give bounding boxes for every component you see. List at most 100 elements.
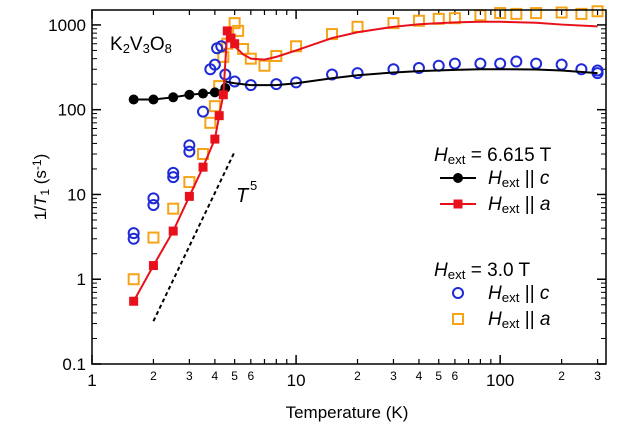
t5-guide-line xyxy=(152,151,236,322)
data-point xyxy=(351,20,364,33)
data-point xyxy=(183,176,196,189)
x-axis-label: Temperature (K) xyxy=(286,403,409,422)
data-point xyxy=(575,63,588,76)
x-minor-tick-label: 5 xyxy=(435,369,442,383)
data-point xyxy=(147,199,160,212)
data-point xyxy=(228,17,241,30)
y-label-part: T xyxy=(31,194,50,206)
legend-marker xyxy=(453,199,463,209)
compound-label: K2V3O8 xyxy=(110,34,172,56)
t5-exponent: 5 xyxy=(250,178,257,193)
data-point xyxy=(208,58,221,71)
y-tick-label: 100 xyxy=(58,101,86,120)
data-point xyxy=(204,116,217,129)
data-point xyxy=(127,227,140,240)
data-point xyxy=(530,7,543,20)
data-point xyxy=(575,7,588,20)
x-minor-tick-label: 2 xyxy=(354,369,361,383)
series-0 xyxy=(128,83,231,105)
data-point xyxy=(183,139,196,152)
data-point xyxy=(208,100,221,113)
y-label-part: 1/ xyxy=(31,206,50,220)
data-point xyxy=(209,87,220,98)
legend-entry-label: Hext || a xyxy=(488,194,551,216)
compound-label-part: O xyxy=(150,34,165,55)
data-point xyxy=(167,202,180,215)
legend-entry-label: Hext || c xyxy=(488,168,550,190)
data-point xyxy=(184,89,195,100)
compound-label-part: K xyxy=(110,34,123,55)
data-point xyxy=(510,55,523,68)
data-point xyxy=(412,14,425,27)
data-point xyxy=(351,67,364,80)
data-point xyxy=(432,59,445,72)
data-point xyxy=(232,24,245,37)
y-tick-label: 1000 xyxy=(48,16,86,35)
legend-marker xyxy=(452,287,464,299)
data-point xyxy=(214,111,224,121)
y-tick-label: 0.1 xyxy=(62,355,86,374)
data-point xyxy=(167,171,180,184)
data-point xyxy=(147,231,160,244)
x-minor-tick-label: 4 xyxy=(212,369,219,383)
legend-entry-label: Hext || a xyxy=(488,309,551,331)
y-tick-label: 10 xyxy=(67,185,86,204)
compound-label-part: V xyxy=(130,34,143,55)
legend-marker xyxy=(453,173,463,183)
compound-label-part: 3 xyxy=(143,41,150,56)
legend-marker xyxy=(452,313,464,325)
data-point xyxy=(228,75,241,88)
series-4 xyxy=(233,20,598,61)
data-point xyxy=(258,59,271,72)
data-point xyxy=(168,226,178,236)
y-tick-label: 1 xyxy=(77,270,86,289)
data-point xyxy=(237,43,250,56)
t5-label: T xyxy=(236,185,250,207)
data-point xyxy=(494,7,507,20)
data-point xyxy=(127,232,140,245)
data-point xyxy=(412,62,425,75)
data-point xyxy=(591,5,604,18)
data-point xyxy=(218,90,228,100)
plot-frame xyxy=(91,9,607,365)
data-point xyxy=(591,64,604,77)
data-point xyxy=(210,134,220,144)
data-point xyxy=(530,57,543,70)
data-point xyxy=(183,145,196,158)
compound-label-part: 8 xyxy=(165,41,172,56)
data-point xyxy=(148,261,158,271)
legend-entry-label: Hext || c xyxy=(488,283,550,305)
data-point xyxy=(127,273,140,286)
x-minor-tick-label: 6 xyxy=(247,369,254,383)
data-point xyxy=(128,94,139,105)
data-point xyxy=(184,191,194,201)
data-point xyxy=(387,17,400,30)
legend-title-30: Hext = 3.0 T xyxy=(434,260,530,282)
x-minor-tick-label: 3 xyxy=(186,369,193,383)
data-point xyxy=(168,92,179,103)
series-5 xyxy=(225,68,598,87)
y-label-part: -1 xyxy=(30,159,44,170)
series-line xyxy=(225,68,598,87)
svg-text:K2V3O8: K2V3O8 xyxy=(110,34,172,56)
data-point xyxy=(230,39,240,49)
x-major-tick-label: 10 xyxy=(287,371,306,390)
data-point xyxy=(129,296,139,306)
data-point xyxy=(510,7,523,20)
x-minor-tick-label: 5 xyxy=(231,369,238,383)
data-point xyxy=(148,94,159,105)
x-minor-tick-label: 3 xyxy=(390,369,397,383)
data-point xyxy=(222,26,232,36)
data-point xyxy=(555,58,568,71)
data-point xyxy=(167,166,180,179)
x-minor-tick-label: 2 xyxy=(558,369,565,383)
series-layer xyxy=(127,5,604,306)
x-major-tick-label: 100 xyxy=(486,371,514,390)
x-minor-tick-label: 3 xyxy=(594,369,601,383)
data-point xyxy=(555,6,568,19)
x-minor-tick-label: 6 xyxy=(452,369,459,383)
data-point xyxy=(147,192,160,205)
